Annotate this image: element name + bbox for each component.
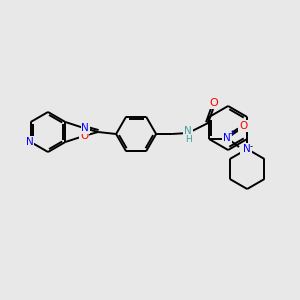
Text: N: N xyxy=(26,137,34,147)
Text: N: N xyxy=(243,144,251,154)
Text: O: O xyxy=(80,131,88,141)
Text: N: N xyxy=(223,133,231,143)
Text: -: - xyxy=(250,142,253,152)
Text: O: O xyxy=(210,98,218,108)
Text: H: H xyxy=(185,134,191,143)
Text: +: + xyxy=(228,130,234,139)
Text: N: N xyxy=(184,126,192,136)
Text: O: O xyxy=(241,146,249,156)
Text: N: N xyxy=(82,123,89,133)
Text: O: O xyxy=(239,121,247,131)
